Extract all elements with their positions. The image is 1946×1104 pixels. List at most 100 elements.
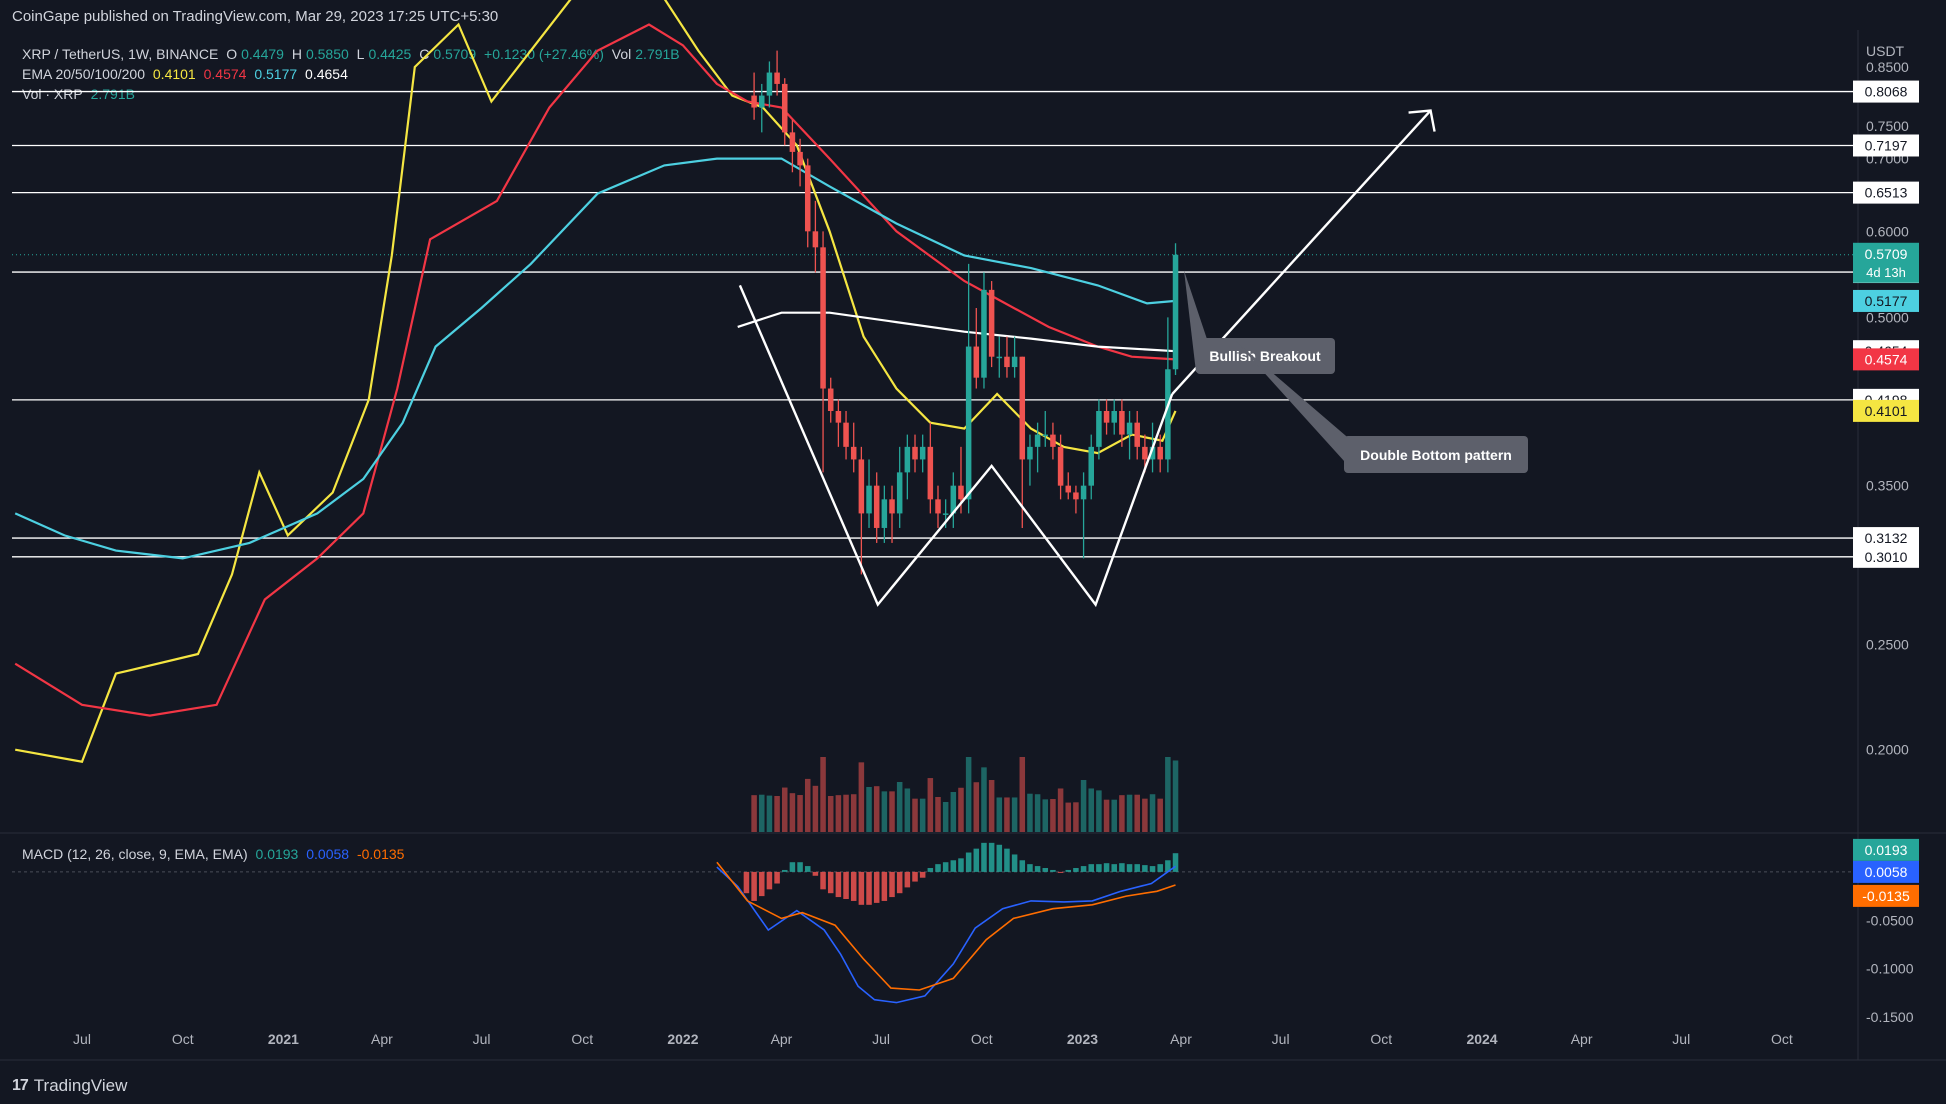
macd-histogram-bar <box>1096 864 1102 872</box>
ema-tag-label: 0.4574 <box>1865 351 1908 367</box>
macd-histogram-bar <box>850 871 857 901</box>
macd-histogram-bar <box>896 871 903 894</box>
x-tick-label: 2022 <box>667 1031 698 1047</box>
volume-bar <box>1080 780 1087 832</box>
candle-body <box>1034 434 1041 447</box>
projection-arrowhead <box>1408 109 1436 132</box>
volume-bar <box>1042 799 1049 832</box>
candle-body <box>759 95 765 108</box>
x-tick-label: Jul <box>73 1031 91 1047</box>
volume-bar <box>996 797 1003 832</box>
volume-bar <box>1142 798 1148 832</box>
vol-line-value: 2.791B <box>90 86 135 102</box>
candle-body <box>1004 356 1010 368</box>
macd-tag <box>1853 884 1919 907</box>
candle-body <box>1111 411 1117 423</box>
volume-bar <box>1126 794 1133 832</box>
volume-bar <box>766 795 773 832</box>
double-bottom-callout <box>1344 436 1528 473</box>
level-tag-label: 0.7197 <box>1865 137 1908 153</box>
volume-bar <box>889 791 895 832</box>
tradingview-brand[interactable]: 17 TradingView <box>12 1076 127 1096</box>
volume-bar <box>881 791 888 832</box>
macd-histogram-bar <box>1080 866 1087 872</box>
candle-body <box>981 289 987 378</box>
volume-bar <box>1096 790 1102 832</box>
volume-bar <box>1134 794 1140 832</box>
volume-bar <box>759 794 765 832</box>
volume-bar <box>958 787 964 832</box>
macd-histogram-bar <box>1103 863 1110 872</box>
macd-histogram-bar <box>1042 868 1049 872</box>
macd-histogram-bar <box>958 858 964 872</box>
high-label: H <box>291 46 302 62</box>
ema-legend[interactable]: EMA 20/50/100/200 0.4101 0.4574 0.5177 0… <box>22 66 352 82</box>
candle-body <box>1057 446 1064 486</box>
candle-body <box>1119 411 1125 435</box>
y-tick-label: 0.6000 <box>1866 223 1909 239</box>
footer-brand: TradingView <box>33 1076 128 1095</box>
macd-line <box>716 865 1176 1004</box>
low-value: 0.4425 <box>368 46 412 62</box>
candle-body <box>1011 356 1018 368</box>
x-tick-label: Oct <box>1771 1031 1793 1047</box>
volume-bar <box>1073 802 1079 832</box>
candle-body <box>1103 411 1110 423</box>
level-tag-label: 0.6513 <box>1865 185 1908 201</box>
volume-bar <box>904 788 911 832</box>
volume-bar <box>781 787 788 832</box>
macd-tick-label: -0.1500 <box>1866 1009 1914 1025</box>
ema-tag-label: 0.4101 <box>1865 403 1908 419</box>
volume-bar <box>935 797 941 832</box>
candle-body <box>889 499 895 514</box>
macd-label: MACD (12, 26, close, 9, EMA, EMA) <box>22 846 248 862</box>
candle-body <box>988 289 995 357</box>
candle-body <box>912 446 918 460</box>
symbol-legend[interactable]: XRP / TetherUS, 1W, BINANCE O 0.4479 H 0.5… <box>22 46 684 62</box>
currency-label: USDT <box>1866 43 1905 59</box>
ema-tag-label: 0.5177 <box>1865 293 1908 309</box>
x-tick-label: Jul <box>1672 1031 1690 1047</box>
vol-line-label: Vol · XRP <box>22 86 83 102</box>
candle-body <box>996 356 1003 359</box>
candle-body <box>751 95 757 108</box>
volume-bar <box>1057 788 1064 832</box>
x-tick-label: Apr <box>771 1031 793 1047</box>
change-value: +0.1230 (+27.46%) <box>484 46 604 62</box>
volume-bar <box>1065 802 1072 832</box>
candle-body <box>1165 369 1171 460</box>
candle-body <box>850 446 857 460</box>
x-tick-label: Oct <box>172 1031 194 1047</box>
candle-body <box>866 485 872 514</box>
x-tick-label: Apr <box>1170 1031 1192 1047</box>
volume-bar <box>981 767 987 832</box>
volume-bar <box>804 778 811 832</box>
tradingview-logo-icon: 17 <box>12 1077 29 1094</box>
close-label: C <box>419 46 430 62</box>
candle-body <box>1073 492 1079 500</box>
macd-histogram-bar <box>1172 853 1179 872</box>
macd-histogram-bar <box>1111 864 1117 872</box>
volume-bar <box>988 780 995 832</box>
low-label: L <box>356 46 365 62</box>
candle-body <box>927 446 934 500</box>
macd-histogram-bar <box>866 871 872 905</box>
macd-histogram-bar <box>912 871 918 882</box>
macd-histogram-bar <box>965 852 972 872</box>
volume-legend[interactable]: Vol · XRP 2.791B <box>22 86 139 102</box>
macd-legend[interactable]: MACD (12, 26, close, 9, EMA, EMA) 0.0193… <box>22 846 408 862</box>
macd-histogram-bar <box>881 871 888 901</box>
volume-bar <box>1050 799 1056 832</box>
y-tick-label: 0.3500 <box>1866 478 1909 494</box>
candle-body <box>904 446 911 473</box>
macd-histogram-bar <box>812 871 819 876</box>
candle-body <box>973 346 980 378</box>
macd-histogram-bar <box>1065 869 1072 872</box>
ema-tag <box>1853 348 1919 371</box>
level-tag-label: 0.8068 <box>1865 84 1908 100</box>
macd-histogram-bar <box>988 842 995 872</box>
level-tag <box>1853 181 1919 204</box>
macd-histogram-bar <box>873 871 880 903</box>
